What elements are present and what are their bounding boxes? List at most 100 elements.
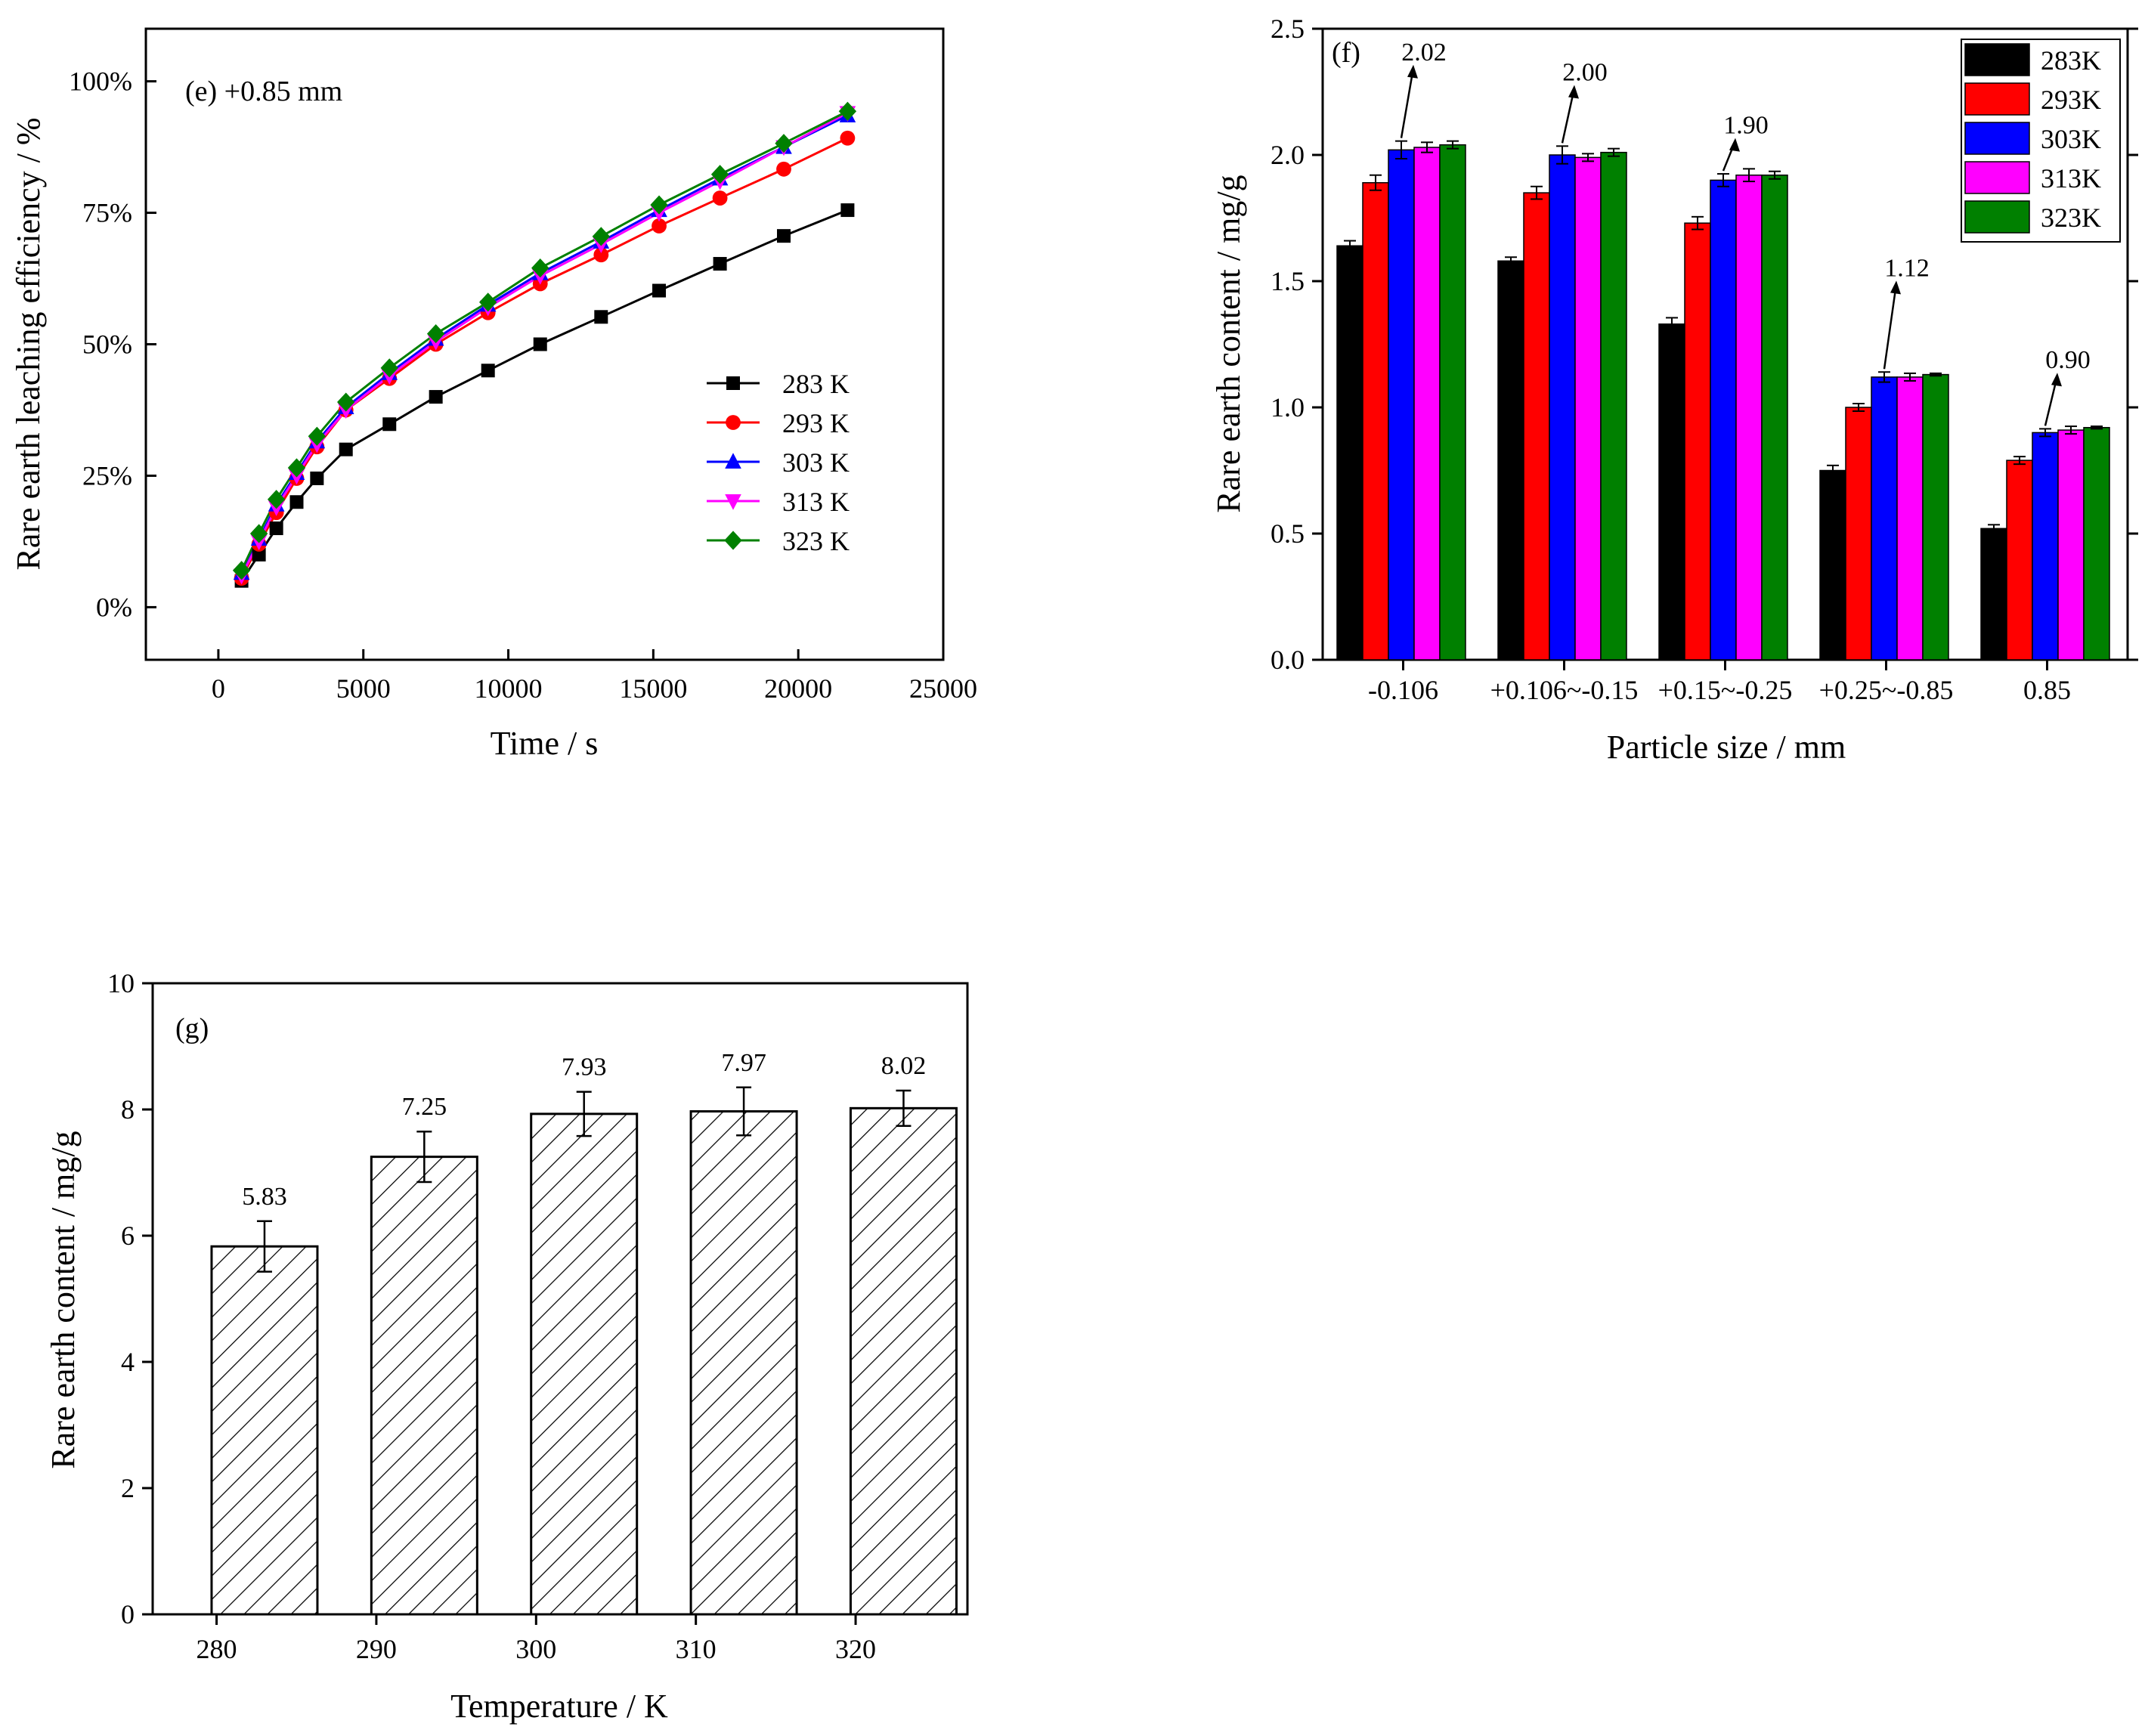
panel-e-data-point bbox=[232, 561, 251, 580]
panel-e-legend-marker bbox=[724, 531, 742, 550]
panel-f-x-tick-label: +0.106~-0.15 bbox=[1490, 675, 1639, 705]
panel-f-bar bbox=[1896, 376, 1924, 661]
panel-f-annotation-label: 1.90 bbox=[1723, 112, 1769, 140]
panel-e-y-tick-label: 0% bbox=[96, 592, 132, 622]
panel-e-y-tick-label: 25% bbox=[82, 460, 132, 490]
panel-e-x-tick-label: 20000 bbox=[764, 673, 832, 704]
panel-g-value-label: 7.93 bbox=[562, 1054, 607, 1082]
panel-f-x-tick-label: 0.85 bbox=[2023, 675, 2071, 705]
panel-g-value-label: 8.02 bbox=[881, 1052, 927, 1080]
panel-f-bar bbox=[1574, 156, 1602, 661]
panel-e-data-point bbox=[592, 227, 611, 246]
panel-e-data-point bbox=[382, 417, 397, 432]
panel-f-bar bbox=[1761, 174, 1788, 661]
panel-f-bar bbox=[1336, 245, 1363, 661]
panel-f-bar bbox=[1600, 151, 1627, 661]
panel-e-data-point bbox=[252, 547, 266, 562]
panel-f-bar bbox=[1922, 373, 1949, 661]
panel-f-annotation-arrowhead bbox=[1729, 138, 1740, 152]
panel-e-legend-label: 283 K bbox=[782, 369, 850, 399]
panel-g-value-label: 5.83 bbox=[242, 1183, 287, 1211]
panel-f-legend-swatch bbox=[1964, 161, 2030, 194]
panel-e-data-point bbox=[594, 310, 608, 324]
panel-g-y-axis-title: Rare earth content / mg/g bbox=[45, 1131, 82, 1468]
panel-e-data-point bbox=[652, 283, 667, 298]
panel-e-data-point bbox=[287, 458, 306, 478]
panel-f-bar bbox=[1710, 179, 1737, 661]
panel-g-y-tick-label: 4 bbox=[121, 1347, 135, 1377]
panel-f-y-tick-label: 1.5 bbox=[1271, 266, 1305, 296]
panel-f-annotation-arrowhead bbox=[1568, 85, 1579, 99]
panel-e-legend-marker bbox=[725, 453, 741, 469]
panel-e-data-point bbox=[712, 190, 728, 206]
panel-f-bar bbox=[1871, 376, 1898, 661]
panel-e-y-axis-title: Rare earth leaching efficiency / % bbox=[10, 118, 47, 571]
panel-g-x-tick-label: 280 bbox=[197, 1634, 237, 1664]
panel-e-data-point bbox=[310, 471, 324, 485]
panel-e-x-tick-label: 5000 bbox=[336, 673, 391, 704]
panel-f-legend-label: 283K bbox=[2041, 45, 2101, 76]
panel-f-bar bbox=[1497, 260, 1524, 661]
panel-e-legend-marker bbox=[726, 376, 740, 390]
panel-e-data-point bbox=[249, 524, 268, 543]
panel-f-bar bbox=[1523, 192, 1550, 661]
panel-f-bar bbox=[2032, 432, 2059, 661]
panel-f-bar-chart: (f) Particle size / mm Rare earth conten… bbox=[1210, 14, 2138, 766]
panel-e-data-point bbox=[481, 364, 495, 378]
panel-e-data-point bbox=[339, 442, 353, 456]
panel-f-bar bbox=[1845, 407, 1872, 661]
panel-e-legend-label: 313 K bbox=[782, 487, 850, 517]
panel-f-annotation-arrowhead bbox=[1407, 64, 1418, 79]
panel-e-data-point bbox=[289, 495, 304, 509]
panel-e-legend-marker bbox=[725, 494, 741, 510]
panel-e-series-line bbox=[240, 137, 849, 579]
panel-f-x-tick-label: -0.106 bbox=[1368, 675, 1438, 705]
panel-g-x-tick-label: 300 bbox=[515, 1634, 556, 1664]
panel-e-data-point bbox=[775, 134, 793, 153]
panel-e-legend-label: 293 K bbox=[782, 408, 850, 438]
panel-g-bar bbox=[689, 1110, 798, 1616]
panel-f-y-tick-label: 1.0 bbox=[1271, 392, 1305, 422]
panel-g-y-tick-label: 10 bbox=[107, 968, 135, 998]
panel-e-data-point bbox=[308, 426, 327, 446]
panel-f-x-tick-label: +0.25~-0.85 bbox=[1819, 675, 1954, 705]
panel-f-legend-label: 293K bbox=[2041, 85, 2101, 115]
panel-e-data-point bbox=[269, 521, 283, 536]
panel-f-legend-swatch bbox=[1964, 43, 2030, 76]
panel-e-x-tick-label: 10000 bbox=[475, 673, 543, 704]
panel-g-x-axis-title: Temperature / K bbox=[450, 1688, 668, 1725]
panel-e-y-tick-label: 100% bbox=[69, 67, 132, 97]
panel-g-x-tick-label: 310 bbox=[676, 1634, 717, 1664]
panel-e-y-tick-label: 75% bbox=[82, 198, 132, 228]
panel-e-data-point bbox=[426, 323, 445, 344]
panel-e-data-point bbox=[267, 490, 286, 509]
panel-e-title: (e) +0.85 mm bbox=[185, 76, 342, 107]
panel-f-annotation-label: 2.00 bbox=[1562, 58, 1608, 86]
panel-e-x-tick-label: 15000 bbox=[619, 673, 687, 704]
panel-f-y-tick-label: 2.0 bbox=[1271, 140, 1305, 170]
panel-e-data-point bbox=[710, 165, 729, 184]
panel-g-value-label: 7.97 bbox=[721, 1049, 766, 1077]
panel-e-legend-label: 323 K bbox=[782, 526, 850, 556]
panel-e-data-point bbox=[380, 358, 398, 378]
panel-e-data-point bbox=[840, 203, 855, 218]
panel-g-y-tick-label: 0 bbox=[121, 1599, 135, 1629]
panel-e-data-point bbox=[840, 130, 856, 146]
panel-f-bar bbox=[2006, 460, 2033, 661]
panel-e-x-axis-title: Time / s bbox=[491, 725, 599, 762]
panel-g-y-tick-label: 2 bbox=[121, 1473, 135, 1503]
panel-f-bar bbox=[1735, 174, 1763, 661]
panel-f-bar bbox=[2083, 426, 2110, 661]
panel-g-bar bbox=[530, 1112, 639, 1616]
panel-f-bar bbox=[1684, 222, 1711, 661]
panel-g-x-tick-label: 290 bbox=[356, 1634, 397, 1664]
panel-g-bar-chart: (g) Temperature / K Rare earth content /… bbox=[45, 968, 969, 1725]
panel-e-data-point bbox=[337, 392, 355, 412]
panel-e-data-point bbox=[531, 258, 549, 278]
panel-g-bar bbox=[849, 1106, 958, 1616]
panel-f-title: (f) bbox=[1332, 37, 1360, 69]
panel-f-bar bbox=[1819, 469, 1846, 661]
panel-f-legend-label: 303K bbox=[2041, 124, 2101, 154]
panel-e-data-point bbox=[776, 161, 791, 177]
